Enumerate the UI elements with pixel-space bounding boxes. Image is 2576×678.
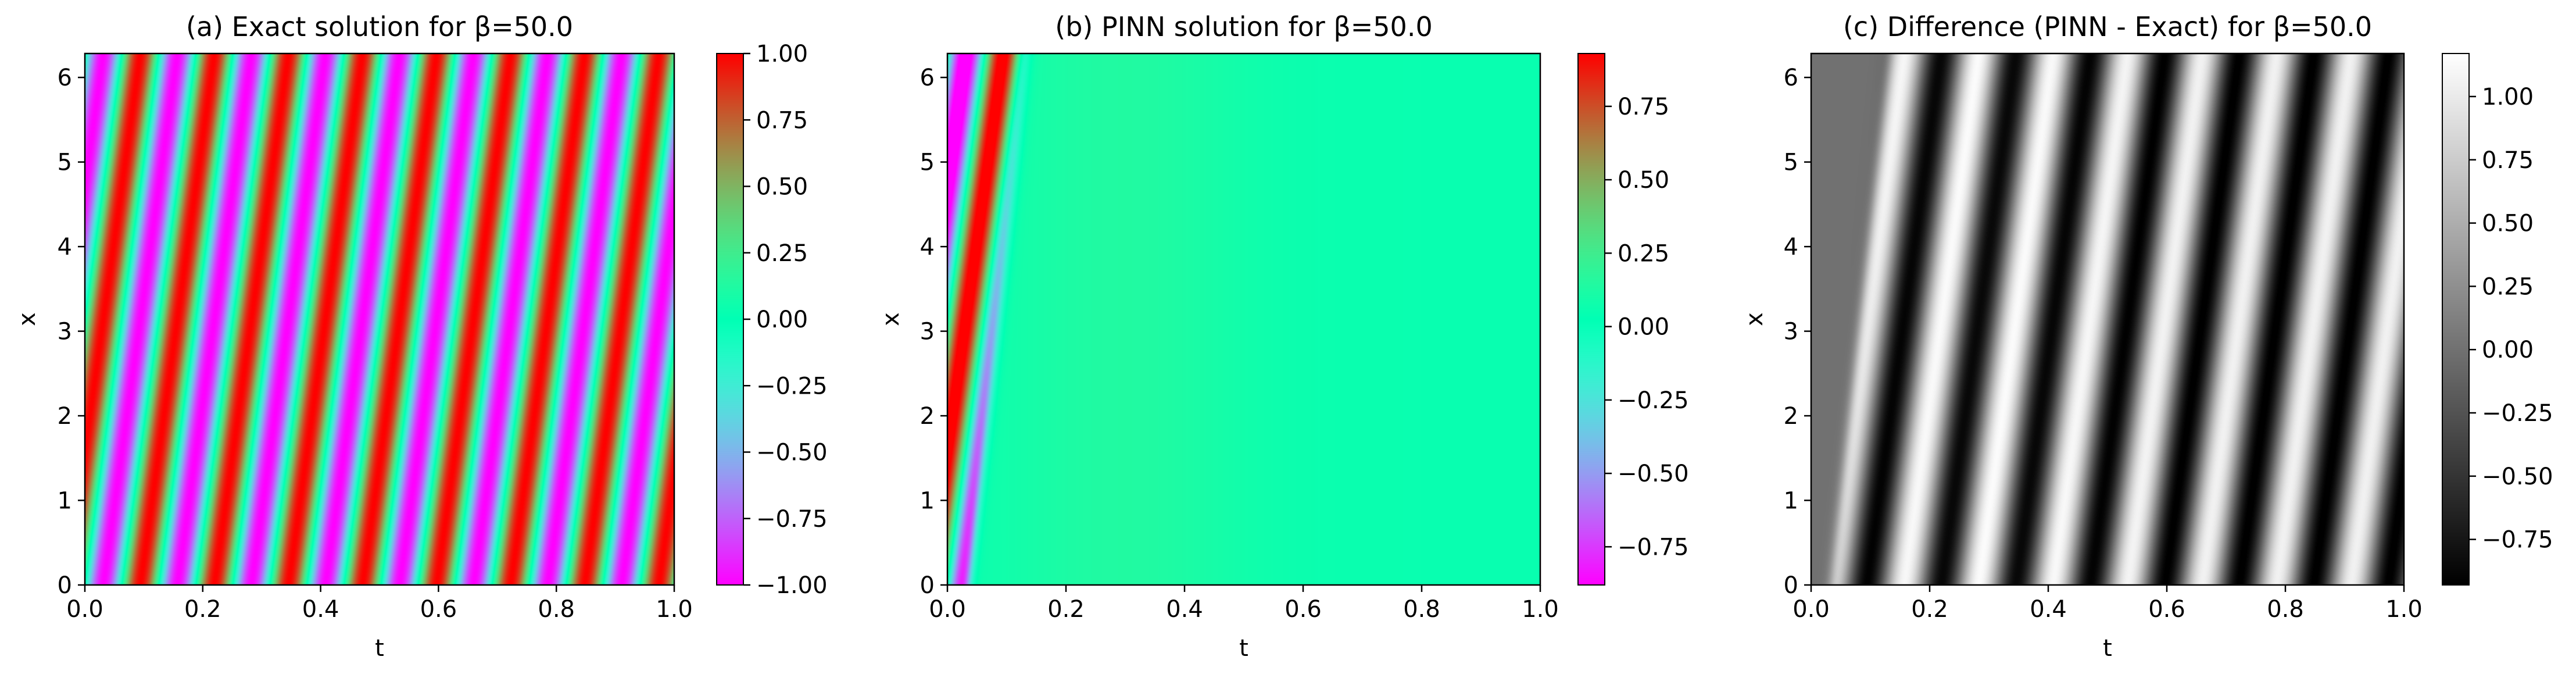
colorbar-tick-label: −0.50 [756,440,828,466]
y-tick-label: 2 [1784,403,1798,430]
x-tick-label: 0.4 [1166,596,1203,623]
x-tick-label: 0.0 [1793,596,1830,623]
x-tick-label: 0.6 [2148,596,2185,623]
axes: 0.0 0.2 0.4 0.6 0.8 1.0 0 1 2 3 4 5 6 [1784,65,2423,623]
y-tick-label: 4 [920,234,935,261]
chart-title: (c) Difference (PINN - Exact) for β=50.0 [1843,11,2372,42]
chart-title: (a) Exact solution for β=50.0 [186,11,573,42]
colorbar-ticks: 1.00 0.75 0.50 0.25 0.00 −0.25 −0.50 −0.75 [2469,84,2553,554]
colorbar-gradient [1578,53,1605,585]
y-axis-label: x [14,312,41,326]
colorbar-tick-label: 0.50 [2482,210,2534,237]
colorbar-tick-label: 0.00 [1618,314,1669,341]
chart-title: (b) PINN solution for β=50.0 [1055,11,1432,42]
plot-frame [946,52,1541,586]
x-axis-label: t [1239,635,1248,662]
plot-frame [1810,52,2405,586]
axes: 0.0 0.2 0.4 0.6 0.8 1.0 0 1 2 3 4 5 6 [920,65,1559,623]
panel-difference: (c) Difference (PINN - Exact) for β=50.0… [1741,11,2553,662]
colorbar-tick-label: −0.25 [2482,400,2553,427]
x-tick-label: 0.6 [1285,596,1322,623]
colorbar-tick-label: −1.00 [756,572,828,599]
y-tick-label: 3 [1784,319,1798,345]
x-tick-label: 0.8 [538,596,575,623]
y-tick-label: 1 [58,488,72,515]
x-tick-label: 0.4 [2030,596,2067,623]
x-tick-label: 0.2 [1911,596,1948,623]
x-tick-label: 0.4 [302,596,339,623]
y-tick-label: 0 [920,572,935,599]
panel-pinn: (b) PINN solution for β=50.0 0.0 0.2 0.4 0.… [878,11,1689,662]
x-tick-label: 0.2 [184,596,221,623]
y-tick-label: 0 [58,572,72,599]
colorbar-tick-label: 1.00 [756,41,808,67]
heatmap-pinn [947,53,1540,585]
y-tick-label: 3 [920,319,935,345]
colorbar-tick-label: −0.75 [2482,527,2553,554]
colorbar-frame [2442,53,2470,586]
y-tick-label: 2 [58,403,72,430]
panel-exact: (a) Exact solution for β=50.0 0.0 0.2 0.4 0… [14,11,828,662]
colorbar-tick-label: −0.25 [756,373,828,399]
y-tick-label: 3 [58,319,72,345]
x-tick-label: 0.0 [929,596,966,623]
colorbar-tick-label: 0.25 [756,240,808,267]
colorbar-frame [1577,53,1605,586]
colorbar-tick-label: 0.75 [1618,94,1669,120]
x-tick-label: 0.8 [2267,596,2304,623]
plot-frame [84,52,675,586]
y-tick-label: 4 [58,234,72,261]
colorbar-tick-label: 0.75 [756,107,808,134]
x-tick-label: 0.2 [1047,596,1085,623]
y-tick-label: 6 [58,65,72,91]
heatmap-exact [85,53,674,585]
x-tick-label: 1.0 [1522,596,1559,623]
colorbar-tick-label: 0.50 [1618,167,1669,194]
x-axis-label: t [375,635,384,662]
x-tick-label: 0.8 [1403,596,1440,623]
y-tick-label: 5 [58,149,72,176]
heatmap-difference [1811,53,2404,585]
y-tick-label: 1 [920,488,935,515]
x-tick-label: 1.0 [2385,596,2423,623]
colorbar-tick-label: −0.25 [1618,387,1689,414]
colorbar-tick-label: 0.00 [756,306,808,333]
x-axis-label: t [2103,635,2112,662]
colorbar-ticks: 1.00 0.75 0.50 0.25 0.00 −0.25 −0.50 −0.75 −1.00 [743,41,828,599]
colorbar-gradient [2442,53,2469,585]
y-tick-label: 2 [920,403,935,430]
colorbar-tick-label: 1.00 [2482,84,2534,110]
colorbar-tick-label: 0.75 [2482,147,2534,174]
colorbar-tick-label: −0.75 [756,506,828,533]
colorbar-gradient [717,53,743,585]
y-tick-label: 6 [1784,65,1798,91]
colorbar-ticks: 0.75 0.50 0.25 0.00 −0.25 −0.50 −0.75 [1605,94,1689,561]
y-tick-label: 1 [1784,488,1798,515]
colorbar-tick-label: −0.50 [2482,463,2553,490]
y-tick-label: 6 [920,65,935,91]
colorbar-tick-label: −0.75 [1618,534,1689,561]
colorbar-tick-label: 0.00 [2482,337,2534,363]
colorbar-tick-label: −0.50 [1618,461,1689,487]
x-tick-label: 0.0 [66,596,103,623]
colorbar-tick-label: 0.25 [1618,240,1669,267]
y-axis-label: x [878,312,904,326]
x-tick-label: 0.6 [420,596,457,623]
y-tick-label: 5 [1784,149,1798,176]
y-tick-label: 4 [1784,234,1798,261]
x-tick-label: 1.0 [656,596,693,623]
axes: 0.0 0.2 0.4 0.6 0.8 1.0 0 1 2 3 4 5 6 [58,65,693,623]
y-tick-label: 5 [920,149,935,176]
y-tick-label: 0 [1784,572,1798,599]
y-axis-label: x [1741,312,1768,326]
colorbar-tick-label: 0.25 [2482,273,2534,300]
colorbar-tick-label: 0.50 [756,174,808,201]
